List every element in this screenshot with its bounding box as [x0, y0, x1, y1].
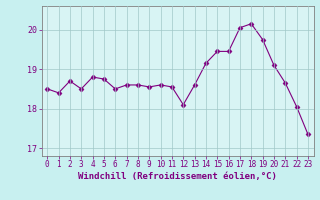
X-axis label: Windchill (Refroidissement éolien,°C): Windchill (Refroidissement éolien,°C) [78, 172, 277, 181]
